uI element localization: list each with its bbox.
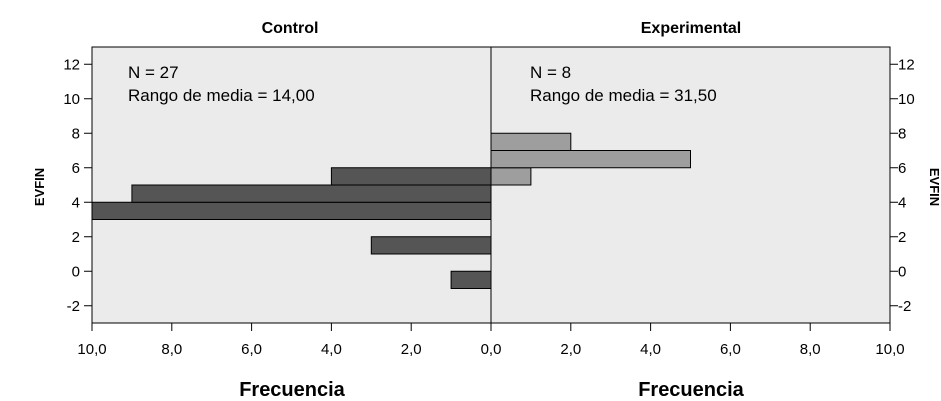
x-tick-label: 10,0 [77,341,106,358]
bar-control-6 [330,167,492,186]
y-tick-label-left: 8 [72,125,80,142]
bar-experimental-7 [490,150,691,169]
annotation-mean-rank-control: Rango de media = 14,00 [128,86,315,105]
x-tick-label: 6,0 [720,341,741,358]
y-tick-label-right: 10 [898,91,915,108]
annotation-n-experimental: N = 8 [530,63,571,82]
x-tick-label: 4,0 [640,341,661,358]
x-tick-label: 8,0 [161,341,182,358]
panel-title-control: Control [262,20,319,37]
y-tick-label-right: 2 [898,229,906,246]
x-axis-label-control: Frecuencia [239,379,345,401]
panel-background-experimental [490,46,891,324]
bar-control-0 [450,270,492,289]
y-tick-label-left: 6 [72,160,80,177]
y-tick-label-right: 0 [898,263,906,280]
x-tick-label: 2,0 [401,341,422,358]
y-tick-label-left: 12 [63,56,80,73]
y-tick-label-right: 8 [898,125,906,142]
y-tick-label-right: -2 [898,298,911,315]
bar-control-4 [91,201,492,220]
x-tick-label: 4,0 [321,341,342,358]
y-axis-label-left: EVFIN [32,168,47,206]
bar-experimental-8 [490,132,572,151]
x-axis-label-experimental: Frecuencia [638,379,744,401]
y-axis-label-right: EVFIN [927,168,941,206]
y-tick-label-left: 4 [72,194,80,211]
bar-control-5 [131,184,492,203]
x-tick-label: 6,0 [241,341,262,358]
y-tick-label-left: 0 [72,263,80,280]
x-tick-label: 10,0 [875,341,904,358]
x-tick-label: 2,0 [560,341,581,358]
x-tick-label: 0,0 [481,341,502,358]
y-tick-label-left: 2 [72,229,80,246]
x-tick-label: 8,0 [800,341,821,358]
panel-title-experimental: Experimental [641,20,741,37]
annotation-mean-rank-experimental: Rango de media = 31,50 [530,86,717,105]
y-tick-label-right: 12 [898,56,915,73]
y-tick-label-left: -2 [67,298,80,315]
annotation-n-control: N = 27 [128,63,179,82]
y-tick-label-right: 4 [898,194,906,211]
y-tick-label-right: 6 [898,160,906,177]
bar-control-2 [370,236,492,255]
y-tick-label-left: 10 [63,91,80,108]
bar-experimental-6 [490,167,532,186]
